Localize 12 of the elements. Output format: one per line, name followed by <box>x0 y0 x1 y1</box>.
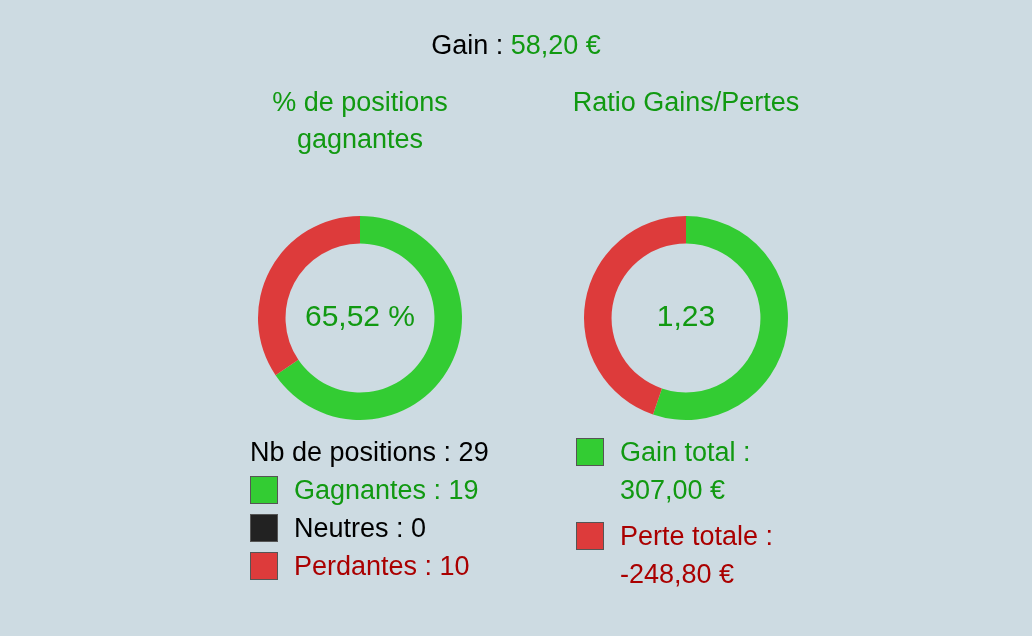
chart-title: % de positions gagnantes <box>271 86 449 156</box>
text: 65,52 % <box>304 299 416 333</box>
legend-title: Nb de positions : 29 <box>250 436 490 469</box>
legend-label: Gain total : 307,00 € <box>620 436 752 507</box>
text: 58,20 € <box>509 30 601 60</box>
legend-label: Perte totale : -248,80 € <box>620 520 775 591</box>
legend-label: Neutres : 0 <box>294 512 427 545</box>
legend-label: Gagnantes : 19 <box>294 474 479 507</box>
legend-label: Perdantes : 10 <box>294 550 470 583</box>
chart-title: Ratio Gains/Pertes <box>571 86 801 119</box>
text: Gain : <box>431 30 504 60</box>
text: 1,23 <box>656 299 716 333</box>
